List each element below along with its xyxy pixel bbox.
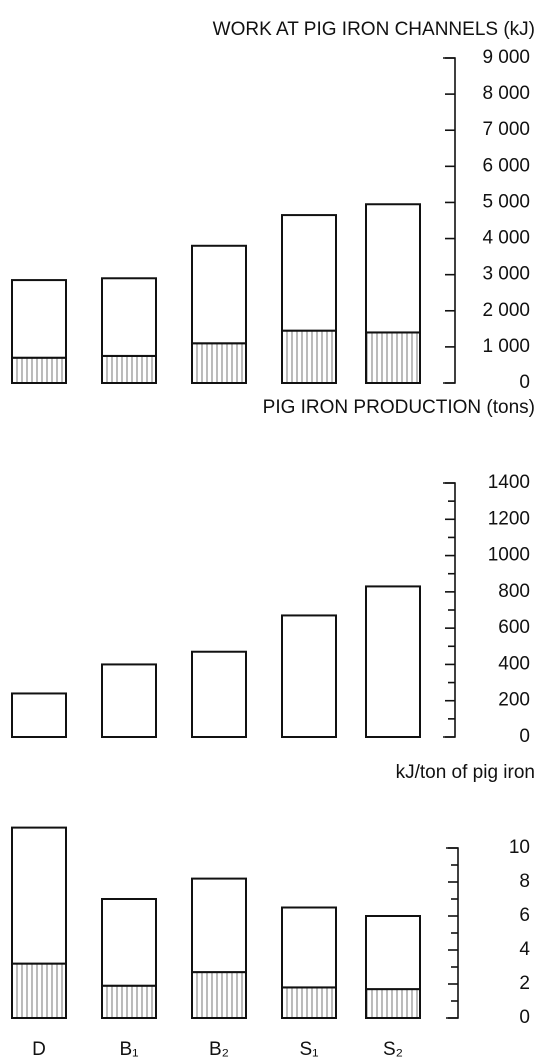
bar	[101, 663, 157, 739]
y-tick-label: 1400	[488, 472, 530, 493]
bar	[101, 354, 157, 384]
bar	[365, 915, 421, 991]
bar	[191, 244, 247, 345]
panel-title: WORK AT PIG IRON CHANNELS (kJ)	[213, 19, 535, 40]
y-tick-label: 9 000	[482, 47, 530, 68]
y-tick-label: 4 000	[482, 228, 530, 249]
y-tick-label: 6	[519, 905, 530, 926]
y-axis	[443, 57, 456, 384]
y-tick-label: 400	[498, 653, 530, 674]
y-tick-label: 2	[519, 973, 530, 994]
bar	[11, 826, 67, 965]
bar	[191, 971, 247, 1019]
bar	[281, 614, 337, 739]
x-tick-label: D	[32, 1039, 46, 1060]
y-tick-label: 0	[519, 372, 530, 393]
x-tick-label: S₂	[383, 1039, 403, 1060]
bar	[101, 277, 157, 357]
y-tick-label: 8	[519, 871, 530, 892]
bar	[365, 585, 421, 739]
y-tick-label: 10	[509, 837, 530, 858]
y-tick-label: 7 000	[482, 119, 530, 140]
x-tick-label: S₁	[299, 1039, 318, 1060]
y-tick-label: 0	[519, 726, 530, 747]
y-tick-label: 1 000	[482, 336, 530, 357]
bar	[365, 203, 421, 334]
y-tick-label: 3 000	[482, 264, 530, 285]
y-tick-label: 0	[519, 1007, 530, 1028]
panel-title: PIG IRON PRODUCTION (tons)	[263, 397, 535, 418]
y-tick-label: 4	[519, 939, 530, 960]
y-tick-label: 1000	[488, 545, 530, 566]
bar	[281, 214, 337, 332]
y-tick-label: 200	[498, 690, 530, 711]
y-tick-label: 600	[498, 617, 530, 638]
x-tick-label: B₁	[119, 1039, 138, 1060]
bar	[11, 279, 67, 359]
bar	[11, 962, 67, 1019]
bar	[365, 331, 421, 385]
bar	[11, 356, 67, 385]
bar	[191, 877, 247, 974]
bar	[11, 692, 67, 739]
bar	[191, 650, 247, 739]
bar	[281, 986, 337, 1020]
y-tick-label: 800	[498, 581, 530, 602]
bar	[365, 988, 421, 1019]
y-tick-label: 6 000	[482, 155, 530, 176]
bar	[101, 984, 157, 1020]
y-tick-label: 5 000	[482, 191, 530, 212]
x-tick-label: B₂	[209, 1039, 229, 1060]
bar	[281, 906, 337, 989]
bar	[101, 898, 157, 987]
y-tick-label: 1200	[488, 508, 530, 529]
y-tick-label: 8 000	[482, 83, 530, 104]
bar	[281, 329, 337, 384]
panel-title: kJ/ton of pig iron	[396, 762, 535, 783]
y-tick-label: 2 000	[482, 300, 530, 321]
bar	[191, 342, 247, 384]
